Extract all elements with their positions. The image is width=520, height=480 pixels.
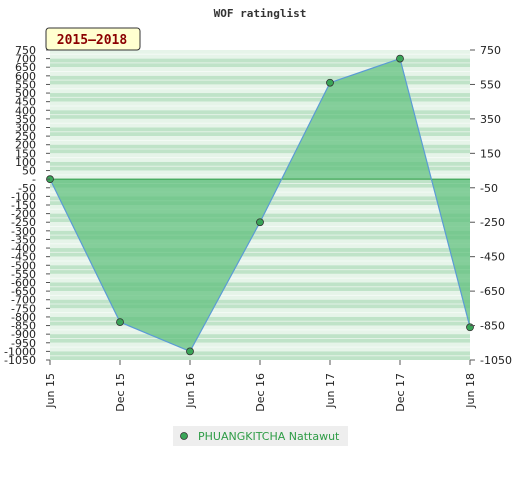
y-left-tick-label: -400 — [11, 242, 36, 255]
legend-marker-icon — [180, 432, 188, 440]
y-left-tick-label: -600 — [11, 277, 36, 290]
plot-area — [46, 50, 474, 360]
series-area — [50, 58, 470, 352]
y-left-tick-label: -850 — [11, 320, 36, 333]
y-left-tick-label: -550 — [11, 268, 36, 281]
x-tick-label: Dec 17 — [394, 373, 407, 412]
left-axis: 7507006506005505004504003503002502001501… — [4, 44, 50, 367]
legend-series-name: PHUANGKITCHA Nattawut — [198, 430, 340, 443]
y-right-tick-label: 150 — [480, 147, 501, 160]
y-left-tick-label: -900 — [11, 328, 36, 341]
y-left-tick-label: -450 — [11, 251, 36, 264]
data-point — [116, 318, 124, 327]
x-tick-label: Jun 16 — [184, 373, 197, 409]
x-tick-label: Dec 16 — [254, 373, 267, 412]
y-left-tick-label: 450 — [15, 96, 36, 109]
y-right-tick-label: -250 — [480, 216, 505, 229]
y-left-tick-label: 350 — [15, 113, 36, 126]
y-left-tick-label: -50 — [18, 182, 36, 195]
y-left-tick-label: -1000 — [4, 345, 36, 358]
y-right-tick-label: -850 — [480, 320, 505, 333]
y-left-tick-label: -150 — [11, 199, 36, 212]
y-left-tick-label: 150 — [15, 147, 36, 160]
y-left-tick-label: 250 — [15, 130, 36, 143]
y-left-tick-label: 550 — [15, 78, 36, 91]
y-left-tick-label: 500 — [15, 87, 36, 100]
y-right-tick-label: -650 — [480, 285, 505, 298]
y-left-tick-label: -500 — [11, 259, 36, 272]
legend: PHUANGKITCHA Nattawut — [173, 426, 348, 446]
y-right-tick-label: 550 — [480, 78, 501, 91]
x-tick-label: Jun 18 — [464, 373, 477, 409]
x-axis: Jun 15 Dec 15 Jun 16 Dec 16 Jun 17 Dec 17 Jun … — [44, 360, 477, 412]
y-left-tick-label: -100 — [11, 190, 36, 203]
right-axis: 750 550 350 150 -50 -250 -450 -650 -850 -1050 — [470, 44, 512, 367]
y-left-tick-label: 100 — [15, 156, 36, 169]
x-tick-label: Dec 15 — [114, 373, 127, 412]
y-right-tick-label: -50 — [480, 182, 498, 195]
period-badge-text: 2015—2018 — [57, 33, 128, 48]
y-left-tick-label: 600 — [15, 70, 36, 83]
x-tick-label: Jun 17 — [324, 373, 337, 409]
y-left-tick-label: 400 — [15, 104, 36, 117]
y-right-tick-label: -1050 — [480, 354, 512, 367]
y-left-tick-label: 700 — [15, 53, 36, 66]
data-point — [256, 218, 264, 227]
y-left-tick-label: -300 — [11, 225, 36, 238]
y-right-tick-label: -450 — [480, 251, 505, 264]
y-left-tick-label: 300 — [15, 122, 36, 135]
y-right-tick-label: 750 — [480, 44, 501, 57]
data-point — [396, 54, 404, 63]
y-left-tick-label: -350 — [11, 233, 36, 246]
y-left-tick-label: 200 — [15, 139, 36, 152]
y-left-tick-label: - — [32, 173, 36, 186]
data-point — [466, 323, 474, 332]
y-left-tick-label: -750 — [11, 302, 36, 315]
y-left-tick-label: -700 — [11, 294, 36, 307]
data-point — [326, 78, 334, 87]
y-left-tick-label: 750 — [15, 44, 36, 57]
y-left-tick-label: -950 — [11, 337, 36, 350]
y-left-tick-label: -200 — [11, 208, 36, 221]
chart-title: WOF ratinglist — [214, 7, 307, 20]
y-left-tick-label: -250 — [11, 216, 36, 229]
x-tick-label: Jun 15 — [44, 373, 57, 409]
y-left-tick-label: -1050 — [4, 354, 36, 367]
y-left-tick-label: -650 — [11, 285, 36, 298]
y-right-tick-label: 350 — [480, 113, 501, 126]
data-point — [186, 347, 194, 356]
y-left-tick-label: 650 — [15, 61, 36, 74]
y-left-tick-label: -800 — [11, 311, 36, 324]
y-left-tick-label: 50 — [22, 165, 36, 178]
period-badge: 2015—2018 — [45, 27, 141, 51]
